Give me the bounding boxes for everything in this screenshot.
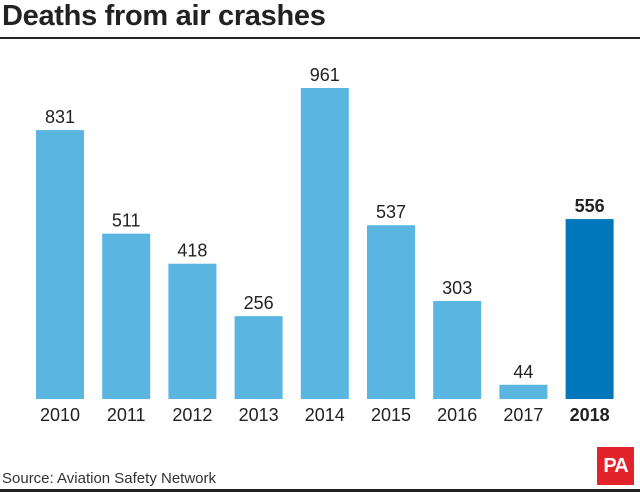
bar-2018: [565, 219, 614, 399]
bar-chart: 831 2010 511 2011 418 2012 256 2013 961 2014 537 20…: [36, 65, 614, 425]
data-label-2014: 961: [310, 65, 340, 85]
x-tick-label-2014: 2014: [305, 405, 345, 425]
bottom-divider: [0, 489, 640, 492]
x-tick-label-2010: 2010: [40, 405, 80, 425]
data-label-2015: 537: [376, 202, 406, 222]
pa-logo: PA: [597, 447, 634, 485]
data-label-2016: 303: [442, 278, 472, 298]
bar-2010: [36, 130, 84, 400]
data-label-2012: 418: [177, 241, 207, 261]
source-note: Source: Aviation Safety Network: [2, 470, 216, 487]
x-tick-label-2013: 2013: [239, 405, 279, 425]
data-label-2018: 556: [575, 196, 605, 216]
x-tick-label-2015: 2015: [371, 405, 411, 425]
chart-title: Deaths from air crashes: [2, 0, 326, 32]
bar-2016: [433, 300, 482, 399]
x-tick-label-2012: 2012: [172, 405, 212, 425]
x-tick-label-2018: 2018: [570, 405, 610, 425]
data-label-2010: 831: [45, 107, 75, 127]
bar-2017: [499, 384, 548, 399]
x-tick-label-2011: 2011: [107, 405, 146, 425]
bar-2014: [300, 88, 349, 399]
x-tick-label-2016: 2016: [437, 405, 477, 425]
data-label-2013: 256: [244, 293, 274, 313]
logo-text: PA: [603, 454, 628, 477]
title-divider: [0, 37, 640, 39]
bar-2015: [367, 225, 415, 399]
data-label-2011: 511: [112, 211, 141, 231]
bar-2011: [102, 233, 151, 399]
data-label-2017: 44: [513, 362, 533, 382]
bar-2012: [168, 263, 217, 399]
x-tick-label-2017: 2017: [503, 405, 543, 425]
bar-2013: [234, 316, 283, 399]
